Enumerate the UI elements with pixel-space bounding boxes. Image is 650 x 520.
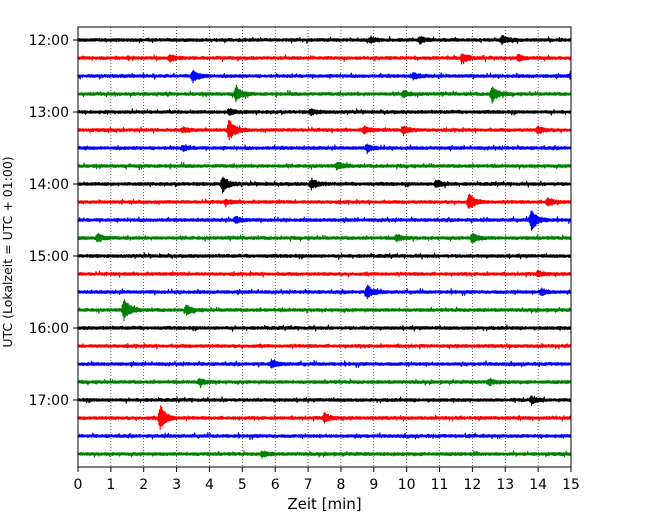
x-tick-label: 2 (139, 477, 148, 493)
y-axis-label: UTC (Lokalzeit = UTC + 01:00) (0, 156, 15, 347)
vertical-grid (110, 27, 539, 467)
x-tick-label: 0 (74, 477, 83, 493)
trace-1630 (77, 358, 572, 369)
x-tick-label: 15 (562, 477, 580, 493)
trace-1300 (77, 108, 572, 117)
y-tick-label: 14:00 (29, 177, 69, 193)
trace-1200 (77, 34, 572, 46)
x-tick-label: 13 (496, 477, 514, 493)
trace-1415 (77, 193, 572, 210)
trace-1230 (77, 69, 572, 84)
x-tick-label: 9 (369, 477, 378, 493)
trace-1330 (77, 143, 572, 155)
trace-1215 (77, 53, 572, 65)
trace-1445 (77, 232, 572, 244)
trace-1645 (77, 377, 572, 389)
x-tick-label: 7 (304, 477, 313, 493)
x-axis-ticks: 0 1 2 3 4 5 6 7 8 9 10 11 12 13 14 15 (74, 467, 580, 493)
trace-1430 (77, 210, 572, 231)
x-tick-label: 10 (398, 477, 416, 493)
traces (77, 34, 572, 459)
trace-1515 (77, 269, 572, 278)
y-tick-label: 13:00 (29, 105, 69, 121)
trace-1615 (77, 342, 572, 350)
trace-1245 (77, 84, 572, 104)
x-tick-label: 3 (172, 477, 181, 493)
trace-1715 (77, 404, 572, 431)
trace-1315 (77, 120, 572, 141)
y-tick-label: 17:00 (29, 393, 69, 409)
trace-1730 (77, 431, 572, 441)
y-tick-label: 15:00 (29, 249, 69, 265)
trace-1600 (77, 324, 572, 332)
y-axis-ticks: 12:00 13:00 14:00 15:00 16:00 17:00 (29, 33, 78, 409)
x-tick-label: 4 (205, 477, 214, 493)
plot-frame (77, 26, 572, 468)
x-tick-label: 6 (271, 477, 280, 493)
trace-1745 (77, 450, 572, 459)
x-tick-label: 14 (529, 477, 547, 493)
y-tick-label: 12:00 (29, 33, 69, 49)
x-tick-label: 12 (463, 477, 481, 493)
y-tick-label: 16:00 (29, 321, 69, 337)
x-tick-label: 8 (336, 477, 345, 493)
trace-1700 (77, 395, 572, 407)
x-axis-label: Zeit [min] (287, 495, 361, 513)
trace-1545 (77, 299, 572, 322)
x-tick-label: 5 (238, 477, 247, 493)
trace-1500 (77, 252, 572, 260)
trace-1530 (77, 284, 572, 300)
trace-1345 (77, 161, 572, 171)
x-tick-label: 1 (106, 477, 115, 493)
x-tick-label: 11 (431, 477, 449, 493)
trace-1400 (77, 176, 572, 194)
